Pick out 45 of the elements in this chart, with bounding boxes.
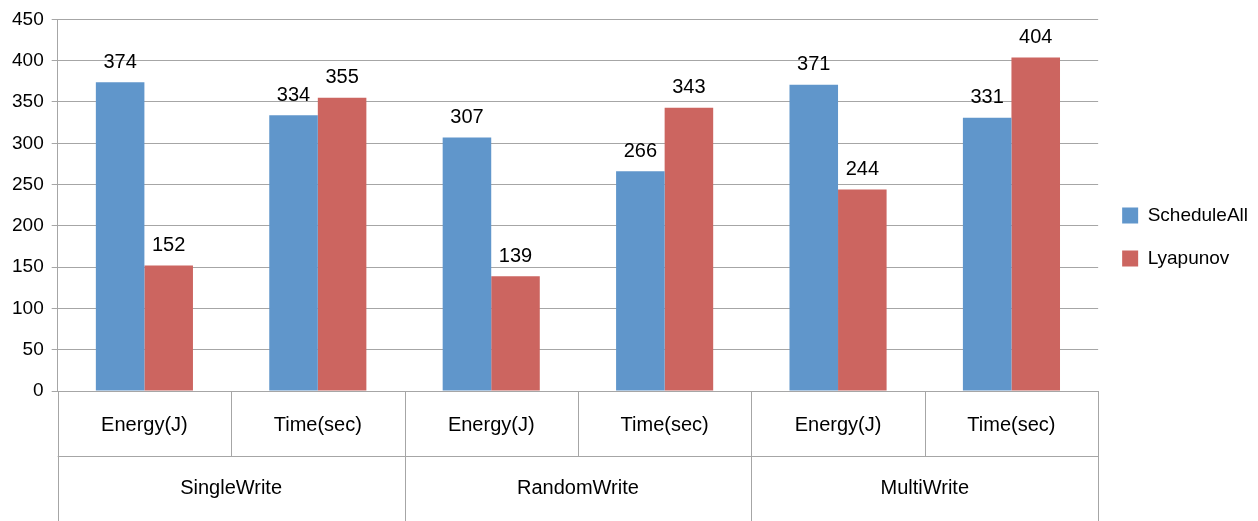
text: RandomWrite <box>516 476 639 499</box>
bar <box>789 84 839 391</box>
x-tick-label: Energy(J) <box>794 412 882 435</box>
x-tick-label: Energy(J) <box>447 412 535 435</box>
bar <box>1011 57 1061 391</box>
data-label: 371 <box>797 52 831 75</box>
y-tick-label: 200 <box>12 214 44 236</box>
bar <box>664 107 714 391</box>
data-label: 374 <box>103 49 137 72</box>
data-label: 266 <box>623 138 658 161</box>
y-tick-label: 100 <box>12 296 44 318</box>
bar <box>442 137 492 391</box>
data-label: 139 <box>498 243 533 266</box>
bar <box>317 97 367 391</box>
x-tick-label: Time(sec) <box>967 412 1056 435</box>
y-tick-label: 150 <box>12 255 44 277</box>
bar <box>616 171 665 391</box>
y-tick-label: 0 <box>33 379 44 401</box>
bar <box>838 189 887 391</box>
x-tick-label: Time(sec) <box>273 412 362 435</box>
x-tick-label: Energy(J) <box>101 412 188 435</box>
bar <box>269 115 318 391</box>
x-tick-label: Time(sec) <box>620 412 709 435</box>
data-label: 307 <box>450 105 484 127</box>
data-label: 343 <box>672 75 706 98</box>
data-label: 334 <box>276 82 311 105</box>
y-tick-label: 400 <box>12 48 44 70</box>
data-label: 404 <box>1019 24 1053 47</box>
data-label: 152 <box>152 233 186 255</box>
y-tick-label: 250 <box>12 172 44 194</box>
y-tick-label: 300 <box>12 131 44 153</box>
legend-label: ScheduleAll <box>1147 203 1248 225</box>
bar <box>95 82 145 391</box>
data-label: 355 <box>325 65 359 88</box>
data-label: 244 <box>845 157 880 180</box>
bar <box>962 117 1012 391</box>
text: MultiWrite <box>880 476 970 499</box>
y-tick-label: 450 <box>12 7 44 29</box>
data-label: 331 <box>970 85 1004 108</box>
y-tick-label: 350 <box>12 90 44 112</box>
bar <box>491 276 540 391</box>
bar <box>144 265 193 391</box>
text: SingleWrite <box>180 476 283 499</box>
legend-label: Lyapunov <box>1147 246 1230 268</box>
y-tick-label: 50 <box>22 337 44 359</box>
